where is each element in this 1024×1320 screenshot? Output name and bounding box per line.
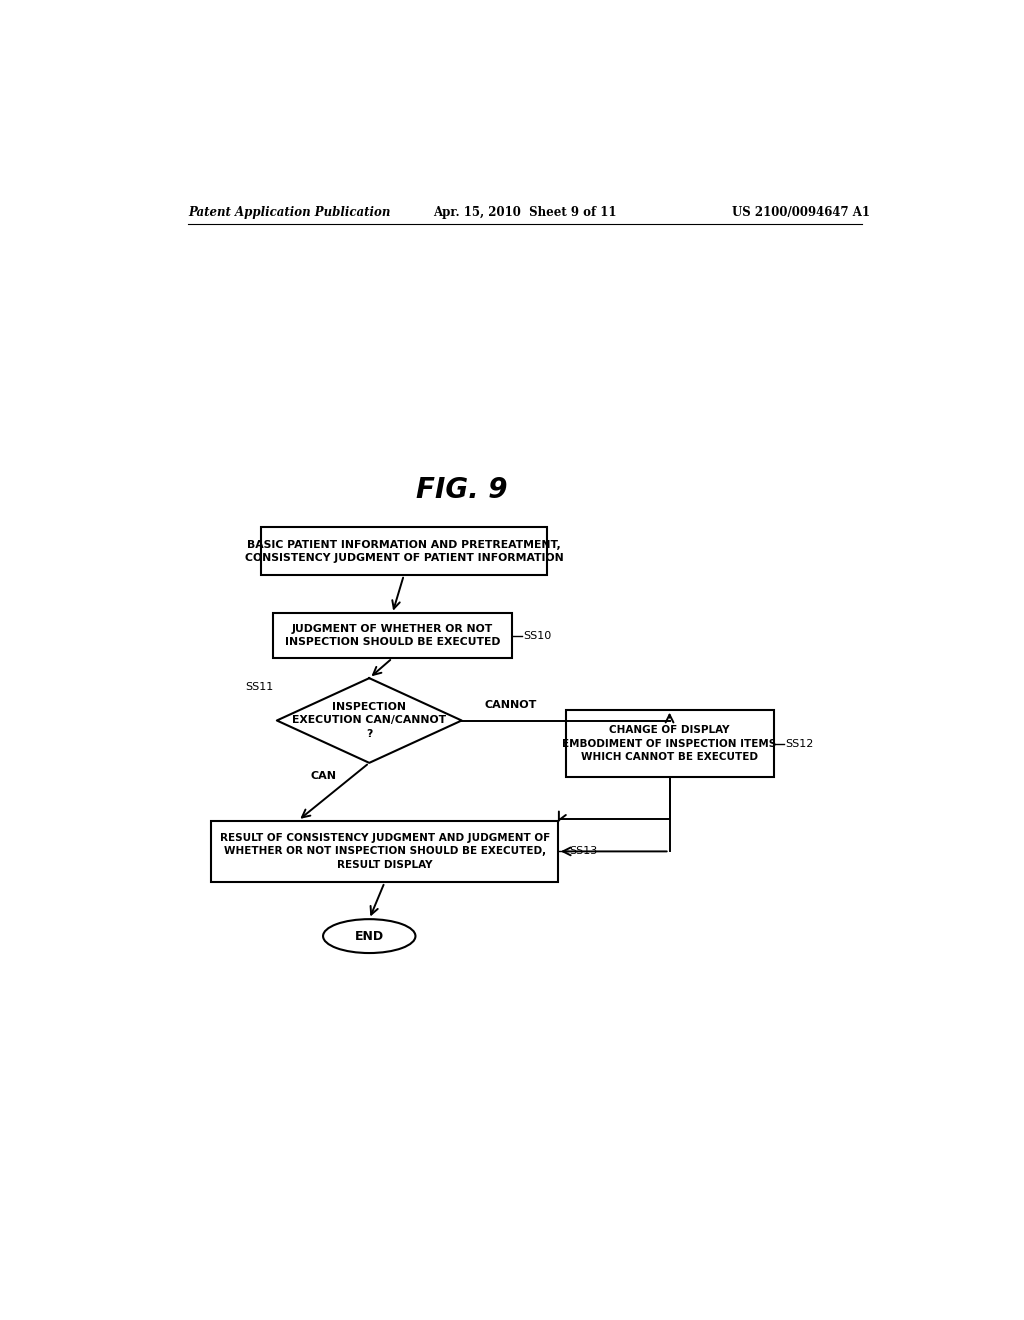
- Bar: [273, 614, 512, 659]
- Text: BASIC PATIENT INFORMATION AND PRETREATMENT,
CONSISTENCY JUDGMENT OF PATIENT INFO: BASIC PATIENT INFORMATION AND PRETREATME…: [245, 540, 563, 562]
- Ellipse shape: [323, 919, 416, 953]
- Bar: [565, 710, 773, 777]
- Text: SS13: SS13: [569, 846, 598, 857]
- Text: RESULT OF CONSISTENCY JUDGMENT AND JUDGMENT OF
WHETHER OR NOT INSPECTION SHOULD : RESULT OF CONSISTENCY JUDGMENT AND JUDGM…: [219, 833, 550, 870]
- Text: CANNOT: CANNOT: [484, 700, 538, 710]
- Text: SS11: SS11: [245, 682, 273, 692]
- Text: SS10: SS10: [523, 631, 552, 640]
- Text: END: END: [354, 929, 384, 942]
- Text: Apr. 15, 2010  Sheet 9 of 11: Apr. 15, 2010 Sheet 9 of 11: [433, 206, 616, 219]
- Text: FIG. 9: FIG. 9: [416, 475, 508, 503]
- Polygon shape: [276, 678, 462, 763]
- Bar: [211, 821, 558, 882]
- Text: INSPECTION
EXECUTION CAN/CANNOT
?: INSPECTION EXECUTION CAN/CANNOT ?: [292, 702, 446, 739]
- Text: Patent Application Publication: Patent Application Publication: [188, 206, 391, 219]
- Text: JUDGMENT OF WHETHER OR NOT
INSPECTION SHOULD BE EXECUTED: JUDGMENT OF WHETHER OR NOT INSPECTION SH…: [285, 624, 500, 647]
- Bar: [261, 527, 547, 576]
- Text: CAN: CAN: [310, 771, 336, 780]
- Text: US 2100/0094647 A1: US 2100/0094647 A1: [732, 206, 869, 219]
- Text: SS12: SS12: [785, 739, 813, 748]
- Text: CHANGE OF DISPLAY
EMBODIMENT OF INSPECTION ITEMS
WHICH CANNOT BE EXECUTED: CHANGE OF DISPLAY EMBODIMENT OF INSPECTI…: [562, 726, 776, 762]
